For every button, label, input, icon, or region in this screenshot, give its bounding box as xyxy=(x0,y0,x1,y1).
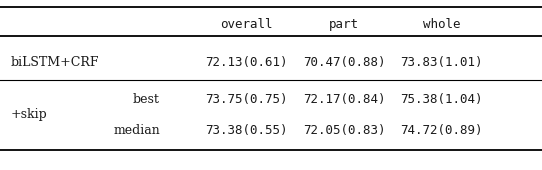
Text: 72.13(0.61): 72.13(0.61) xyxy=(205,56,288,69)
Text: 72.05(0.83): 72.05(0.83) xyxy=(303,124,385,137)
Text: overall: overall xyxy=(221,18,273,31)
Text: median: median xyxy=(113,124,160,137)
Text: best: best xyxy=(133,93,160,106)
Text: +skip: +skip xyxy=(11,108,48,121)
Text: part: part xyxy=(329,18,359,31)
Text: biLSTM+CRF: biLSTM+CRF xyxy=(11,56,99,69)
Text: whole: whole xyxy=(423,18,461,31)
Text: 75.38(1.04): 75.38(1.04) xyxy=(401,93,483,106)
Text: 70.47(0.88): 70.47(0.88) xyxy=(303,56,385,69)
Text: 73.38(0.55): 73.38(0.55) xyxy=(205,124,288,137)
Text: 74.72(0.89): 74.72(0.89) xyxy=(401,124,483,137)
Text: 73.83(1.01): 73.83(1.01) xyxy=(401,56,483,69)
Text: 73.75(0.75): 73.75(0.75) xyxy=(205,93,288,106)
Text: 72.17(0.84): 72.17(0.84) xyxy=(303,93,385,106)
